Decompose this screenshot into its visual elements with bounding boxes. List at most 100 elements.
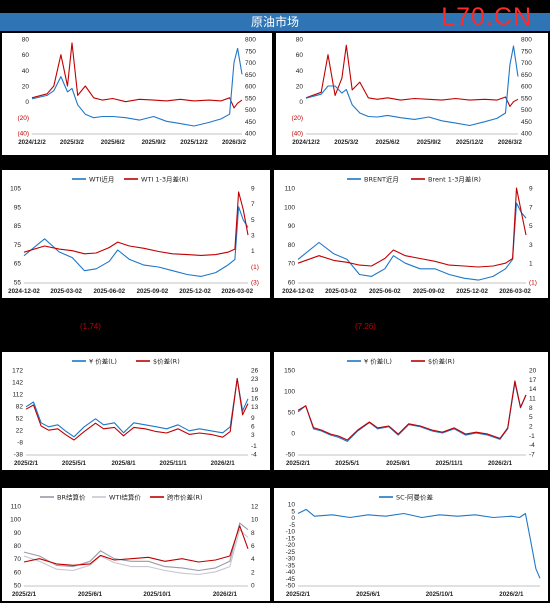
chart-panel-8: 10 5 0 -5 -10 -15 -20 -25 -30 -35 -40 -45 -50 2025/2/… — [274, 488, 548, 601]
y-right-tick-label: 450 — [245, 119, 256, 126]
y-left-tick-label: 80 — [22, 37, 30, 44]
y-left-tick-label: -30 — [286, 556, 296, 563]
y-right-tick-label: 3 — [251, 432, 255, 439]
chart-c4: 110 100 90 80 70 60 9 7 5 3 1 (1) 2024-12-02 2025-03-… — [282, 175, 537, 296]
y-left-tick-label: 60 — [288, 280, 296, 287]
y-right-tick-label: 0 — [251, 583, 255, 590]
y-left-tick-label: -25 — [286, 549, 296, 556]
y-left-tick-label: 100 — [10, 517, 21, 524]
series-line-2 — [31, 47, 243, 127]
x-tick-label: 2026/3/2 — [222, 139, 247, 146]
x-tick-label: 2025-09-02 — [137, 288, 169, 295]
y-right-tick-label: 650 — [521, 72, 532, 79]
chart-c1: 80 60 40 20 0 (20) (40) 800 750 700 650 600 550 500 45… — [17, 37, 256, 147]
x-tick-label: 2025/10/1 — [143, 591, 171, 598]
x-tick-label: 2025/11/1 — [435, 460, 463, 467]
x-tick-label: 2025/2/1 — [12, 591, 37, 598]
legend-label: ¥ 价差(L) — [89, 357, 117, 366]
y-left-tick-label: 105 — [10, 186, 21, 193]
series-line-1 — [297, 382, 527, 442]
page-title: 原油市场 — [250, 15, 299, 29]
y-left-tick-label: 82 — [16, 404, 24, 411]
y-right-tick-label: 9 — [251, 186, 255, 193]
x-tick-label: 2025-09-02 — [413, 288, 445, 295]
y-left-tick-label: 80 — [296, 37, 304, 44]
y-right-tick-label: 16 — [251, 396, 259, 403]
y-left-tick-label: 70 — [288, 261, 296, 268]
y-left-tick-label: -20 — [286, 542, 296, 549]
x-tick-label: 2025/8/1 — [386, 460, 411, 467]
gap-label-right: (7.26) — [355, 322, 376, 331]
series-line-1 — [25, 378, 249, 438]
y-left-tick-label: 40 — [296, 68, 304, 75]
y-left-tick-label: 110 — [11, 504, 22, 511]
y-right-tick-label: 13 — [251, 404, 259, 411]
x-tick-label: 2024-12-02 — [282, 288, 314, 295]
legend-label: $价差(R) — [428, 357, 455, 366]
y-left-tick-label: 112 — [13, 392, 24, 399]
series-line-1 — [31, 42, 243, 109]
x-tick-label: 2025/12/2 — [456, 139, 484, 146]
y-left-tick-label: 70 — [14, 556, 22, 563]
y-left-tick-label: 0 — [291, 515, 295, 522]
y-left-tick-label: 172 — [12, 368, 23, 375]
y-right-tick-label: 700 — [521, 60, 532, 67]
chart-panel-6: 150 100 50 0 -50 20 17 14 11 8 5 2 -1 -4 -7 2025/2/1 202… — [274, 352, 548, 470]
y-left-tick-label: -50 — [286, 583, 296, 590]
x-tick-label: 2025-12-02 — [456, 288, 488, 295]
series-line-1 — [297, 508, 541, 579]
chart-panel-2: 80 60 40 20 0 (20) (40) 800 750 700 650 600 550 500 45… — [276, 33, 548, 155]
y-right-tick-label: 750 — [245, 48, 256, 55]
y-right-tick-label: 26 — [251, 368, 259, 375]
gap-label-left: (1.74) — [80, 322, 101, 331]
chart-panel-4: 110 100 90 80 70 60 9 7 5 3 1 (1) 2024-12-02 2025-03-… — [274, 170, 548, 298]
y-right-tick-label: 12 — [251, 504, 259, 511]
series-line-2 — [23, 529, 249, 576]
chart-c8: 1050-5-10-15-20-25-30-35-40-45-502025/2/… — [286, 493, 541, 598]
y-left-tick-label: 0 — [291, 431, 295, 438]
y-left-tick-label: 60 — [14, 569, 22, 576]
y-right-tick-label: 5 — [251, 217, 255, 224]
y-right-tick-label: 10 — [251, 517, 259, 524]
series-line-2 — [23, 191, 249, 256]
y-left-tick-label: 80 — [14, 543, 22, 550]
series-line-3 — [23, 525, 249, 566]
x-tick-label: 2025-03-02 — [325, 288, 357, 295]
series-line-1 — [23, 206, 249, 277]
y-left-tick-label: 60 — [296, 52, 304, 59]
x-tick-label: 2026/2/1 — [488, 460, 513, 467]
series-line-1 — [297, 202, 527, 281]
y-right-tick-label: 2 — [529, 424, 533, 431]
x-tick-label: 2025/5/1 — [335, 460, 360, 467]
chart-panel-5: 172 142 112 82 52 22 -8 -38 26 23 19 16 13 9 6 3 -1 -4 202… — [2, 352, 270, 470]
y-right-tick-label: (1) — [529, 280, 537, 287]
y-left-tick-label: 100 — [284, 389, 295, 396]
chart-c2: 80 60 40 20 0 (20) (40) 800 750 700 650 600 550 500 45… — [291, 37, 532, 147]
x-tick-label: 2025/3/2 — [334, 139, 359, 146]
y-left-tick-label: 142 — [12, 380, 23, 387]
y-right-tick-label: 550 — [245, 95, 256, 102]
x-tick-label: 2025/8/1 — [111, 460, 136, 467]
y-left-tick-label: 20 — [22, 84, 30, 91]
y-left-tick-label: (20) — [291, 115, 303, 122]
y-right-tick-label: 550 — [521, 95, 532, 102]
y-left-tick-label: 52 — [16, 416, 24, 423]
legend-label: ¥ 价差(L) — [364, 357, 392, 366]
y-left-tick-label: 22 — [16, 428, 24, 435]
y-right-tick-label: 23 — [251, 376, 259, 383]
y-left-tick-label: 65 — [14, 261, 22, 268]
y-right-tick-label: 600 — [521, 84, 532, 91]
y-right-tick-label: -1 — [251, 443, 257, 450]
y-left-tick-label: (40) — [291, 131, 303, 138]
chart-c6: 150 100 50 0 -50 20 17 14 11 8 5 2 -1 -4 -7 2025/2/1 202… — [284, 357, 536, 468]
y-left-tick-label: (40) — [17, 131, 29, 138]
chart-panel-1: 80 60 40 20 0 (20) (40) 800 750 700 650 600 550 500 45… — [2, 33, 272, 155]
y-right-tick-label: 1 — [251, 248, 255, 255]
x-tick-label: 2025/2/1 — [14, 460, 39, 467]
legend-label: WTI结算价 — [109, 493, 141, 502]
y-left-tick-label: 50 — [288, 410, 296, 417]
y-left-tick-label: 100 — [284, 204, 295, 211]
y-right-tick-label: 500 — [245, 107, 256, 114]
